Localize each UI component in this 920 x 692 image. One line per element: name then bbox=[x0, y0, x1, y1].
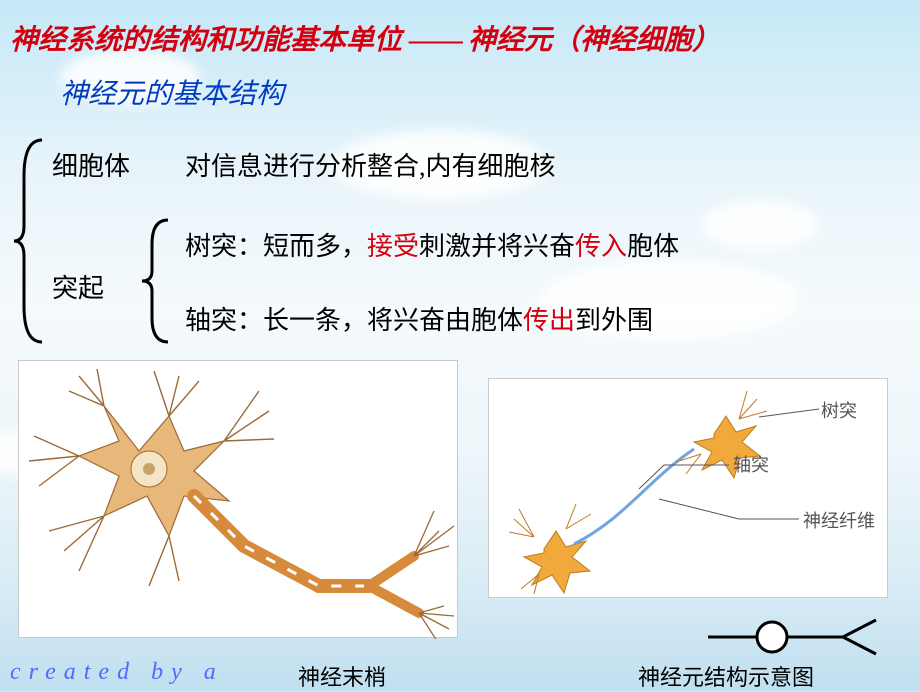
rlabel-fiber: 神经纤维 bbox=[803, 507, 875, 533]
caption-right: 神经元结构示意图 bbox=[638, 660, 814, 692]
figure-area: 树突 轴突 神经纤维 神经末梢 神经元结构示意图 bbox=[18, 360, 898, 652]
dendrite-post: 胞体 bbox=[627, 232, 679, 261]
rlabel-axon: 轴突 bbox=[733, 451, 769, 477]
dendrite-pre: 树突：短而多， bbox=[185, 232, 367, 261]
cellbody-label: 细胞体 bbox=[52, 146, 130, 183]
bg-cloud bbox=[700, 200, 820, 250]
neuron-symbol-icon bbox=[708, 618, 878, 656]
neuron-left-svg bbox=[19, 361, 459, 639]
dendrite-em1: 接受 bbox=[367, 232, 419, 261]
caption-left: 神经末梢 bbox=[298, 660, 386, 692]
dendrite-mid: 刺激并将兴奋 bbox=[419, 232, 575, 261]
tuqi-label: 突起 bbox=[52, 268, 104, 305]
rlabel-dendrite: 树突 bbox=[821, 397, 857, 423]
axon-pre: 轴突：长一条，将兴奋由胞体 bbox=[185, 306, 523, 335]
brace-inner-icon bbox=[138, 216, 172, 346]
page-title: 神经系统的结构和功能基本单位 —— 神经元（神经细胞） bbox=[10, 18, 910, 58]
axon-em: 传出 bbox=[523, 306, 575, 335]
dendrite-line: 树突：短而多，接受刺激并将兴奋传入胞体 bbox=[185, 226, 679, 263]
title-part1: 神经系统的结构和功能基本单位 bbox=[10, 25, 409, 56]
title-dash: —— bbox=[409, 25, 461, 56]
brace-outer-icon bbox=[12, 136, 46, 346]
title-part2: 神经元（神经细胞） bbox=[468, 25, 720, 56]
axon-line: 轴突：长一条，将兴奋由胞体传出到外围 bbox=[185, 300, 653, 337]
figure-right: 树突 轴突 神经纤维 bbox=[488, 378, 888, 598]
axon-post: 到外围 bbox=[575, 306, 653, 335]
figure-left bbox=[18, 360, 458, 638]
subtitle: 神经元的基本结构 bbox=[60, 72, 284, 112]
cellbody-desc: 对信息进行分析整合,内有细胞核 bbox=[185, 146, 556, 183]
watermark: created by a bbox=[10, 659, 224, 686]
dendrite-em2: 传入 bbox=[575, 232, 627, 261]
